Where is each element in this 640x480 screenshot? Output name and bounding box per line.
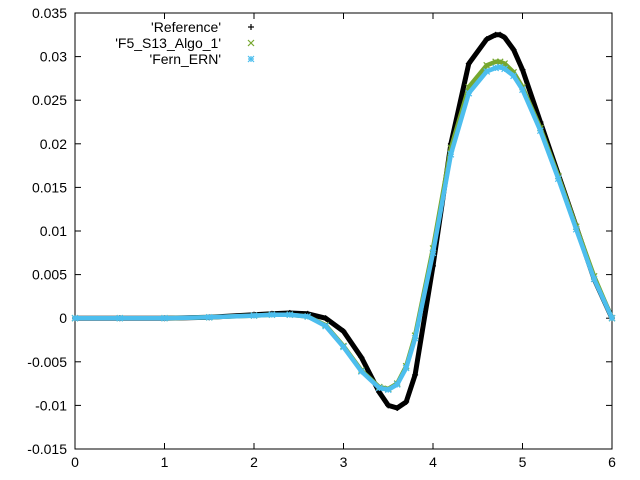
y-tick-label: -0.005 (27, 354, 67, 370)
series-line (72, 32, 615, 411)
y-tick-label: 0.025 (32, 92, 67, 108)
x-tick-label: 0 (71, 454, 79, 470)
y-tick-label: 0.03 (40, 49, 67, 65)
data-point (465, 60, 472, 67)
data-point (116, 314, 124, 322)
data-point (357, 367, 365, 375)
x-tick-label: 5 (519, 454, 527, 470)
data-point (501, 34, 508, 41)
data-point (510, 72, 517, 80)
data-point (322, 315, 329, 322)
y-tick-label: -0.015 (27, 441, 67, 457)
legend-marker (247, 55, 255, 63)
data-point (447, 150, 455, 158)
data-point (161, 314, 168, 322)
axis-ticks (74, 12, 613, 450)
x-tick-label: 1 (161, 454, 169, 470)
data-point (250, 312, 258, 320)
data-point (483, 36, 490, 43)
x-tick-label: 3 (340, 454, 348, 470)
data-point (496, 58, 504, 66)
data-point (608, 314, 616, 322)
data-point (384, 386, 392, 394)
data-point (340, 328, 347, 335)
legend-marker (247, 39, 255, 47)
data-point (375, 384, 383, 392)
legend-label: 'Reference' (151, 19, 221, 35)
data-point (322, 322, 330, 330)
data-point (501, 65, 509, 73)
data-point (412, 371, 419, 378)
x-tick-label: 6 (608, 454, 616, 470)
data-point (497, 31, 504, 38)
y-tick-label: 0.02 (40, 136, 67, 152)
series-1 (72, 31, 615, 412)
x-tick-label: 4 (429, 454, 437, 470)
data-point (536, 127, 544, 135)
data-point (393, 381, 401, 388)
y-tick-label: 0.005 (32, 267, 67, 283)
data-point (358, 354, 365, 361)
data-point (304, 313, 312, 320)
series-2 (71, 58, 616, 393)
data-point (519, 86, 526, 94)
data-point (501, 60, 509, 68)
data-point (510, 46, 517, 53)
data-point (590, 275, 598, 283)
series-3 (71, 63, 616, 394)
data-point (205, 313, 213, 321)
plot-frame (74, 12, 613, 450)
data-point (394, 405, 401, 412)
data-point (483, 61, 491, 69)
data-point (71, 314, 79, 322)
data-point (465, 89, 473, 97)
legend-marker (248, 24, 254, 30)
data-point (429, 249, 437, 257)
data-point (385, 402, 392, 409)
data-point (483, 67, 491, 75)
data-point (403, 398, 410, 405)
data-point (402, 364, 410, 372)
data-point (340, 343, 347, 351)
y-tick-label: -0.01 (35, 397, 67, 413)
legend-label: 'Fern_ERN' (150, 51, 221, 67)
y-tick-label: 0.015 (32, 179, 67, 195)
legend: 'Reference''F5_S13_Algo_1''Fern_ERN' (115, 19, 255, 67)
y-tick-label: 0 (59, 310, 67, 326)
series-line (72, 64, 615, 392)
data-point (268, 311, 276, 319)
x-tick-label: 2 (250, 454, 258, 470)
data-point (286, 311, 294, 319)
x-tick-labels: 0 1 2 3 4 5 6 (71, 454, 616, 470)
y-tick-label: 0.01 (40, 223, 67, 239)
data-point (572, 225, 580, 233)
y-tick-labels: 0.035 0.03 0.025 0.02 0.015 0.01 0.005 0 -0.005 -… (27, 5, 67, 457)
y-tick-label: 0.035 (32, 5, 67, 21)
series-layer (71, 31, 616, 412)
data-point (554, 175, 562, 183)
legend-label: 'F5_S13_Algo_1' (115, 35, 221, 51)
data-point (411, 334, 419, 342)
data-point (519, 66, 526, 73)
